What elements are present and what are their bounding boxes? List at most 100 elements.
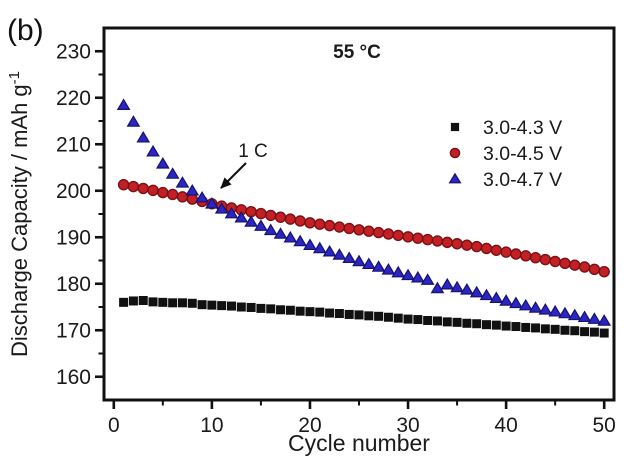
y-tick-label: 220: [56, 87, 91, 110]
data-point: [500, 246, 512, 258]
y-tick-label: 180: [56, 273, 91, 296]
data-point: [256, 303, 266, 313]
data-point: [214, 202, 229, 214]
data-point: [323, 219, 336, 232]
data-point: [312, 241, 327, 254]
data-point: [580, 327, 590, 337]
data-point: [325, 308, 335, 318]
data-point: [462, 318, 472, 328]
data-point: [364, 311, 374, 321]
data-point: [430, 281, 445, 294]
data-point: [597, 314, 612, 326]
data-point: [539, 253, 552, 266]
data-point: [510, 248, 522, 260]
data-point: [371, 260, 386, 272]
data-point: [127, 180, 140, 193]
y-axis-title: Discharge Capacity / mAh g-1: [6, 71, 32, 357]
data-point: [548, 304, 563, 317]
data-point: [166, 188, 179, 201]
rate-annotation: 1 C: [220, 141, 268, 189]
x-tick-label: 0: [108, 414, 120, 437]
data-point: [303, 238, 317, 250]
data-point: [236, 302, 246, 312]
data-point: [538, 303, 553, 315]
data-point: [410, 270, 425, 283]
data-point: [158, 297, 168, 307]
data-point: [147, 184, 159, 196]
data-point: [344, 309, 354, 319]
data-point: [276, 305, 286, 315]
data-point: [157, 186, 169, 199]
data-point: [148, 297, 158, 307]
data-point: [227, 301, 236, 311]
data-point: [520, 250, 532, 262]
data-point: [343, 222, 355, 235]
data-point: [489, 291, 504, 303]
data-point: [401, 268, 415, 281]
annotation-arrow: [220, 162, 247, 189]
data-point: [381, 263, 396, 275]
data-point: [304, 217, 316, 229]
series-3.0-4.3-v: [119, 295, 609, 338]
data-point: [480, 242, 493, 255]
series-3.0-4.7-v: [116, 98, 612, 326]
data-point: [332, 248, 347, 260]
data-point: [521, 322, 531, 332]
data-point: [531, 323, 541, 333]
data-point: [119, 297, 129, 307]
data-point: [393, 313, 403, 323]
data-point: [187, 298, 197, 308]
data-point: [293, 234, 308, 247]
data-point: [391, 265, 406, 278]
data-point: [165, 167, 180, 179]
legend-label: 3.0-4.7 V: [483, 169, 562, 191]
data-point: [560, 325, 570, 335]
data-point: [354, 310, 364, 320]
data-point: [442, 317, 452, 327]
data-point: [294, 215, 306, 227]
data-point: [461, 239, 473, 251]
data-point: [195, 190, 209, 203]
data-point: [285, 305, 295, 315]
data-point: [274, 211, 287, 223]
data-point: [421, 233, 434, 246]
data-point: [176, 191, 189, 203]
data-point: [305, 307, 315, 317]
data-point: [333, 221, 346, 233]
data-point: [217, 301, 227, 311]
data-point: [431, 235, 444, 247]
data-point: [117, 179, 130, 191]
data-point: [138, 295, 148, 305]
data-point: [255, 207, 267, 220]
chart-title: 55 °C: [333, 42, 381, 63]
data-point: [266, 304, 276, 314]
data-point: [265, 209, 277, 222]
data-point: [469, 285, 484, 298]
y-axis-title-superscript: -1: [6, 71, 23, 84]
data-point: [382, 228, 395, 240]
data-point: [342, 251, 357, 263]
data-point: [207, 300, 217, 310]
data-point: [460, 283, 474, 295]
data-point: [334, 309, 344, 319]
data-point: [558, 306, 572, 319]
x-tick-label: 20: [298, 414, 321, 437]
data-point: [441, 236, 453, 249]
data-point: [246, 302, 256, 312]
data-point: [254, 219, 268, 231]
data-point: [374, 311, 384, 321]
data-point: [284, 213, 297, 225]
data-point: [501, 321, 511, 331]
data-point: [479, 288, 494, 301]
y-tick-label: 230: [56, 40, 91, 63]
legend-marker-icon: [449, 147, 461, 159]
data-point: [363, 225, 375, 237]
y-tick-label: 210: [56, 133, 91, 156]
data-point: [450, 280, 464, 293]
data-point: [577, 310, 592, 323]
data-point: [420, 273, 435, 285]
legend-item: 3.0-4.5 V: [449, 143, 562, 165]
data-point: [361, 257, 376, 270]
data-point: [186, 193, 198, 205]
